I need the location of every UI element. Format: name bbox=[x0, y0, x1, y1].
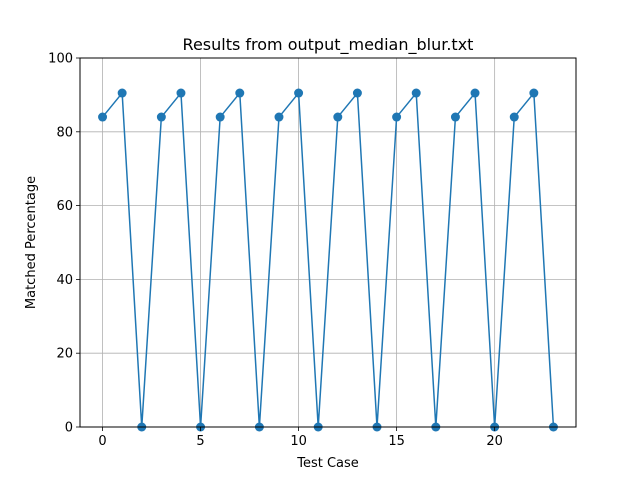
series-layer bbox=[98, 88, 558, 432]
x-tick-label: 15 bbox=[388, 434, 405, 449]
data-point bbox=[215, 112, 225, 122]
x-tick-label: 5 bbox=[196, 434, 204, 449]
chart-title: Results from output_median_blur.txt bbox=[183, 35, 474, 55]
data-point bbox=[156, 112, 166, 122]
plot-background bbox=[80, 58, 576, 427]
data-point bbox=[509, 112, 519, 122]
data-point bbox=[470, 88, 480, 98]
x-tick-label: 20 bbox=[486, 434, 503, 449]
y-tick-label: 40 bbox=[56, 273, 73, 288]
axis-ticks: 0 5 10 15 20 0 20 40 60 80 100 bbox=[48, 52, 503, 450]
data-point bbox=[529, 88, 539, 98]
data-point bbox=[352, 88, 362, 98]
y-axis-label: Matched Percentage bbox=[24, 176, 39, 309]
y-tick-label: 100 bbox=[48, 52, 73, 67]
series-line bbox=[101, 92, 555, 428]
data-point bbox=[98, 112, 108, 122]
data-point bbox=[450, 112, 460, 122]
data-point bbox=[176, 88, 186, 98]
data-point bbox=[411, 88, 421, 98]
data-point bbox=[392, 112, 402, 122]
plot-frame bbox=[79, 57, 577, 428]
y-tick-label: 20 bbox=[56, 347, 73, 362]
y-tick-label: 0 bbox=[65, 421, 73, 436]
data-point bbox=[117, 88, 127, 98]
y-tick-label: 60 bbox=[56, 199, 73, 214]
plot-area: 0 5 10 15 20 0 20 40 60 80 100 bbox=[48, 52, 577, 450]
y-tick-label: 80 bbox=[56, 125, 73, 140]
data-point bbox=[274, 112, 284, 122]
x-axis-label: Test Case bbox=[296, 456, 359, 471]
x-tick-label: 10 bbox=[290, 434, 307, 449]
data-point bbox=[333, 112, 343, 122]
data-point bbox=[294, 88, 304, 98]
x-tick-label: 0 bbox=[98, 434, 106, 449]
data-point bbox=[235, 88, 245, 98]
